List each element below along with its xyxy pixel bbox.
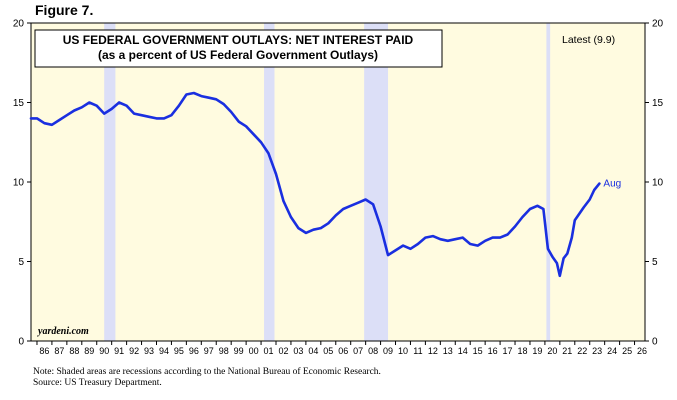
figure-label: Figure 7. <box>35 2 94 18</box>
x-tick-label: 89 <box>84 346 94 356</box>
x-tick-label: 97 <box>204 346 214 356</box>
x-tick-label: 03 <box>293 346 303 356</box>
x-tick-label: 92 <box>129 346 139 356</box>
x-tick-label: 86 <box>39 346 49 356</box>
latest-label: Latest (9.9) <box>562 34 615 46</box>
y-tick-label-right: 20 <box>652 19 664 30</box>
y-tick-label-left: 10 <box>13 178 25 189</box>
x-tick-label: 01 <box>264 346 274 356</box>
x-tick-label: 24 <box>607 346 617 356</box>
x-tick-label: 87 <box>54 346 64 356</box>
x-tick-label: 13 <box>443 346 453 356</box>
x-tick-label: 98 <box>219 346 229 356</box>
x-tick-label: 22 <box>577 346 587 356</box>
y-tick-label-right: 15 <box>652 98 664 109</box>
x-tick-label: 20 <box>547 346 557 356</box>
y-tick-label-right: 0 <box>652 337 658 348</box>
x-tick-label: 96 <box>189 346 199 356</box>
x-tick-label: 12 <box>428 346 438 356</box>
x-tick-label: 21 <box>562 346 572 356</box>
y-tick-label-right: 10 <box>652 178 664 189</box>
footnote: Note: Shaded areas are recessions accord… <box>33 367 381 389</box>
x-tick-label: 94 <box>159 346 169 356</box>
x-tick-label: 09 <box>383 346 393 356</box>
chart-subtitle: (as a percent of US Federal Government O… <box>98 48 378 62</box>
title-box <box>34 29 443 68</box>
recession-band <box>264 23 275 341</box>
x-tick-label: 16 <box>488 346 498 356</box>
x-tick-label: 10 <box>398 346 408 356</box>
x-tick-label: 00 <box>249 346 259 356</box>
recession-band <box>364 23 389 341</box>
recession-band <box>104 23 116 341</box>
y-tick-label-left: 0 <box>18 337 24 348</box>
x-tick-label: 95 <box>174 346 184 356</box>
series-line <box>29 91 601 278</box>
plot-background <box>31 23 645 341</box>
footnote-note: Note: Shaded areas are recessions accord… <box>33 367 381 377</box>
x-tick-label: 15 <box>473 346 483 356</box>
x-tick-label: 91 <box>114 346 124 356</box>
chart-title: US FEDERAL GOVERNMENT OUTLAYS: NET INTER… <box>63 33 414 47</box>
y-tick-label-left: 5 <box>18 257 24 268</box>
x-tick-label: 90 <box>99 346 109 356</box>
recession-band <box>546 23 551 341</box>
watermark: yardeni.com <box>37 326 89 337</box>
y-tick-label-left: 20 <box>13 19 25 30</box>
x-tick-label: 02 <box>278 346 288 356</box>
y-tick-label-left: 15 <box>13 98 25 109</box>
x-tick-label: 07 <box>353 346 363 356</box>
x-tick-label: 23 <box>592 346 602 356</box>
x-tick-label: 88 <box>69 346 79 356</box>
x-tick-label: 14 <box>458 346 468 356</box>
x-tick-label: 93 <box>144 346 154 356</box>
x-tick-label: 26 <box>637 346 647 356</box>
x-tick-label: 06 <box>338 346 348 356</box>
x-tick-label: 05 <box>323 346 333 356</box>
x-tick-label: 99 <box>234 346 244 356</box>
x-tick-label: 25 <box>622 346 632 356</box>
x-tick-label: 08 <box>368 346 378 356</box>
x-tick-label: 11 <box>413 346 422 356</box>
x-tick-label: 04 <box>308 346 318 356</box>
end-label: Aug <box>603 179 621 190</box>
y-tick-label-right: 5 <box>652 257 658 268</box>
x-tick-label: 18 <box>517 346 527 356</box>
x-tick-label: 17 <box>503 346 513 356</box>
footnote-source: Source: US Treasury Department. <box>33 378 162 388</box>
x-tick-label: 19 <box>532 346 542 356</box>
